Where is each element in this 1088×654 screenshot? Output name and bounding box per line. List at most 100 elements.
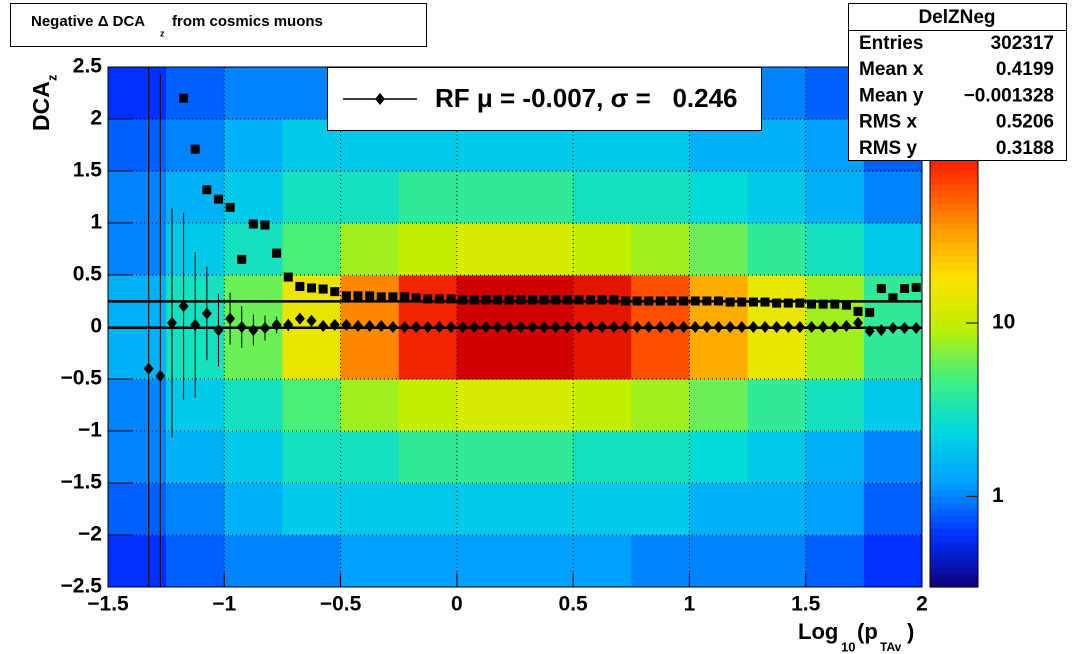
heat-cell (689, 327, 749, 380)
rms-marker (551, 295, 561, 305)
x-tick-label: −1 (212, 593, 236, 616)
heat-cell (456, 431, 516, 484)
heat-cell (282, 379, 342, 432)
colorbar-segment (930, 385, 978, 393)
colorbar-segment (930, 483, 978, 491)
rms-marker (341, 291, 351, 301)
colorbar-segment (930, 398, 978, 406)
stats-label: Mean y (859, 85, 924, 106)
x-tick-label: −0.5 (320, 593, 362, 616)
heat-cell (689, 171, 749, 224)
colorbar-segment (930, 366, 978, 374)
y-tick-label: −2.5 (61, 575, 103, 598)
y-tick-label: 0 (90, 315, 102, 338)
heat-cell (166, 431, 225, 484)
colorbar-segment (930, 457, 978, 465)
heat-cell (689, 223, 749, 276)
heat-cell (340, 379, 400, 432)
heat-cell (573, 223, 632, 276)
heat-cell (747, 535, 807, 588)
mean-marker (632, 321, 643, 333)
rms-marker (307, 283, 316, 293)
mean-marker (422, 321, 433, 333)
heat-cell (515, 535, 574, 588)
heat-cell (456, 535, 516, 588)
colorbar-segment (930, 197, 978, 205)
mean-marker (178, 300, 189, 313)
x-axis-label-sub: TAv (880, 640, 902, 654)
heat-cell (456, 483, 516, 536)
colorbar-segment (930, 502, 978, 510)
rms-marker (330, 287, 340, 297)
colorbar-segment (930, 327, 978, 335)
rms-marker (632, 296, 642, 306)
mean-marker (376, 319, 387, 332)
rms-marker (376, 292, 386, 302)
y-tick-label: −1.5 (61, 471, 103, 494)
heat-cell (631, 483, 690, 536)
colorbar-label: 1 (992, 484, 1004, 507)
mean-marker (701, 321, 712, 333)
rms-marker (539, 295, 549, 305)
heat-cell (108, 223, 167, 276)
heat-cell (689, 535, 749, 588)
y-tick-label: 1.5 (73, 159, 103, 182)
mean-marker (713, 321, 724, 333)
rms-marker (714, 296, 723, 306)
rms-marker (667, 296, 677, 306)
colorbar-segment (930, 236, 978, 244)
mean-marker (597, 321, 608, 333)
rms-marker (493, 295, 503, 305)
rms-marker (772, 298, 782, 308)
rms-marker (516, 295, 526, 305)
colorbar-segment (930, 281, 978, 289)
mean-marker (457, 321, 468, 333)
rms-marker (748, 297, 758, 307)
heat-cell (282, 535, 342, 588)
colorbar-segment (930, 548, 978, 556)
y-axis-label-text: DCA (28, 81, 54, 131)
rms-marker (679, 296, 689, 306)
y-tick-label: −1 (78, 419, 102, 442)
mean-marker (329, 318, 340, 331)
colorbar-segment (930, 255, 978, 263)
rms-marker (237, 254, 247, 264)
mean-marker (294, 312, 305, 325)
mean-marker (225, 312, 236, 325)
colorbar-segment (930, 567, 978, 575)
heat-cell (224, 119, 283, 172)
mean-marker (608, 321, 619, 333)
colorbar-segment (930, 535, 978, 543)
heat-cell (166, 483, 225, 536)
colorbar-segment (930, 242, 978, 250)
y-tick-label: 1 (90, 211, 102, 234)
heat-cell (108, 327, 167, 380)
heat-cell (282, 483, 342, 536)
heat-cell (515, 431, 574, 484)
mean-marker (411, 321, 422, 333)
rms-marker (760, 297, 770, 307)
heat-cell (863, 223, 923, 276)
heat-cell (631, 431, 690, 484)
rms-marker (411, 293, 421, 303)
mean-marker (143, 362, 154, 375)
rms-marker (690, 296, 700, 306)
heat-cell (747, 327, 807, 380)
rms-marker (841, 300, 851, 310)
mean-marker (818, 321, 829, 333)
x-tick-label: −1.5 (87, 593, 129, 616)
mean-marker (213, 324, 224, 337)
rms-marker (853, 306, 863, 316)
mean-marker (166, 316, 177, 329)
colorbar-segment (930, 444, 978, 452)
rms-marker (807, 299, 817, 309)
mean-marker (666, 321, 677, 333)
rms-marker (527, 295, 537, 305)
heat-cell (398, 223, 458, 276)
heat-cell (747, 171, 807, 224)
mean-marker (364, 319, 375, 332)
rms-marker (318, 284, 328, 294)
rms-marker (179, 93, 189, 103)
rms-marker (190, 144, 200, 154)
